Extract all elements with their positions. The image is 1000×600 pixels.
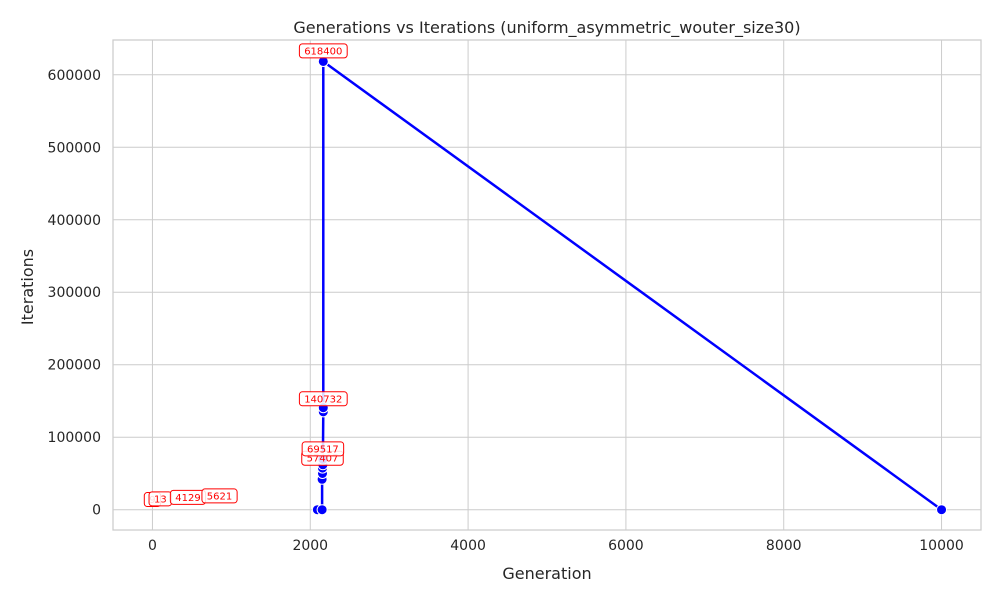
y-tick-label: 300000 <box>48 285 101 301</box>
x-tick-label: 0 <box>148 538 157 554</box>
data-point <box>936 504 948 516</box>
x-tick-label: 4000 <box>450 538 486 554</box>
data-label: 5621 <box>207 491 232 502</box>
data-label-box <box>201 488 238 504</box>
grid <box>113 40 981 530</box>
y-tick-label: 500000 <box>48 140 101 156</box>
data-labels-layer: 913412956215740769517140732618400 <box>143 43 348 508</box>
y-ticks: 0 100000 200000 300000 400000 500000 600000 <box>48 68 101 519</box>
y-tick-label: 400000 <box>48 213 101 229</box>
data-label-box <box>298 43 348 59</box>
data-label: 13 <box>154 494 167 505</box>
data-label: 4129 <box>175 493 200 504</box>
x-tick-label: 10000 <box>919 538 964 554</box>
x-tick-label: 2000 <box>292 538 328 554</box>
data-point <box>316 504 328 516</box>
data-label-box <box>301 441 345 457</box>
x-axis-label: Generation <box>502 564 591 583</box>
x-ticks: 0 2000 4000 6000 8000 10000 <box>148 538 964 554</box>
x-tick-label: 8000 <box>766 538 802 554</box>
data-label: 618400 <box>304 46 342 57</box>
y-axis-label: Iterations <box>18 249 37 325</box>
y-tick-label: 0 <box>92 503 101 519</box>
data-label-box <box>298 391 348 407</box>
plot-area <box>112 39 982 531</box>
y-tick-label: 600000 <box>48 68 101 84</box>
data-label: 57407 <box>307 454 339 465</box>
chart-title: Generations vs Iterations (uniform_asymm… <box>293 18 800 38</box>
y-tick-label: 200000 <box>48 358 101 374</box>
data-label: 69517 <box>307 444 339 455</box>
x-tick-label: 6000 <box>608 538 644 554</box>
y-tick-label: 100000 <box>48 430 101 446</box>
data-label: 140732 <box>304 394 342 405</box>
